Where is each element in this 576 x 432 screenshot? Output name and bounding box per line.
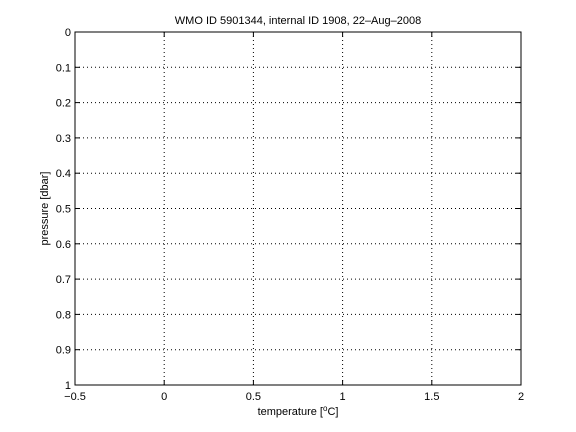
y-tick-label: 0.7 xyxy=(56,274,71,286)
plot-area xyxy=(74,31,522,386)
y-tick-label: 0.6 xyxy=(56,239,71,251)
x-axis-title: temperature [oC] xyxy=(258,404,339,419)
x-axis-title-unit: C] xyxy=(327,406,338,418)
x-tick-label: −0.5 xyxy=(64,391,86,403)
y-tick-label: 0.9 xyxy=(56,345,71,357)
y-axis-title: pressure [dbar] xyxy=(39,172,51,246)
y-tick-label: 0.3 xyxy=(56,133,71,145)
y-tick-label: 0.5 xyxy=(56,204,71,216)
y-tick-label: 0.8 xyxy=(56,309,71,321)
x-tick-labels: −0.5 0 0.5 1 1.5 2 xyxy=(64,391,524,403)
x-axis-title-degree: o xyxy=(323,404,328,413)
x-tick-label: 0 xyxy=(161,391,167,403)
grid-lines xyxy=(75,32,521,385)
chart-title: WMO ID 5901344, internal ID 1908, 22–Aug… xyxy=(175,15,421,27)
x-axis-title-main: temperature [ xyxy=(258,406,323,418)
y-tick-label: 0.2 xyxy=(56,98,71,110)
y-tick-label: 0.1 xyxy=(56,62,71,74)
x-tick-label: 2 xyxy=(518,391,524,403)
y-tick-label: 1 xyxy=(65,380,71,392)
x-tick-label: 1.5 xyxy=(424,391,439,403)
y-tick-label: 0 xyxy=(65,27,71,39)
y-tick-label: 0.4 xyxy=(56,168,71,180)
y-tick-labels: 0 0.1 0.2 0.3 0.4 0.5 0.6 0.7 0.8 0.9 1 xyxy=(56,27,71,392)
x-tick-label: 0.5 xyxy=(246,391,261,403)
plot-border xyxy=(74,31,522,386)
x-tick-label: 1 xyxy=(340,391,346,403)
